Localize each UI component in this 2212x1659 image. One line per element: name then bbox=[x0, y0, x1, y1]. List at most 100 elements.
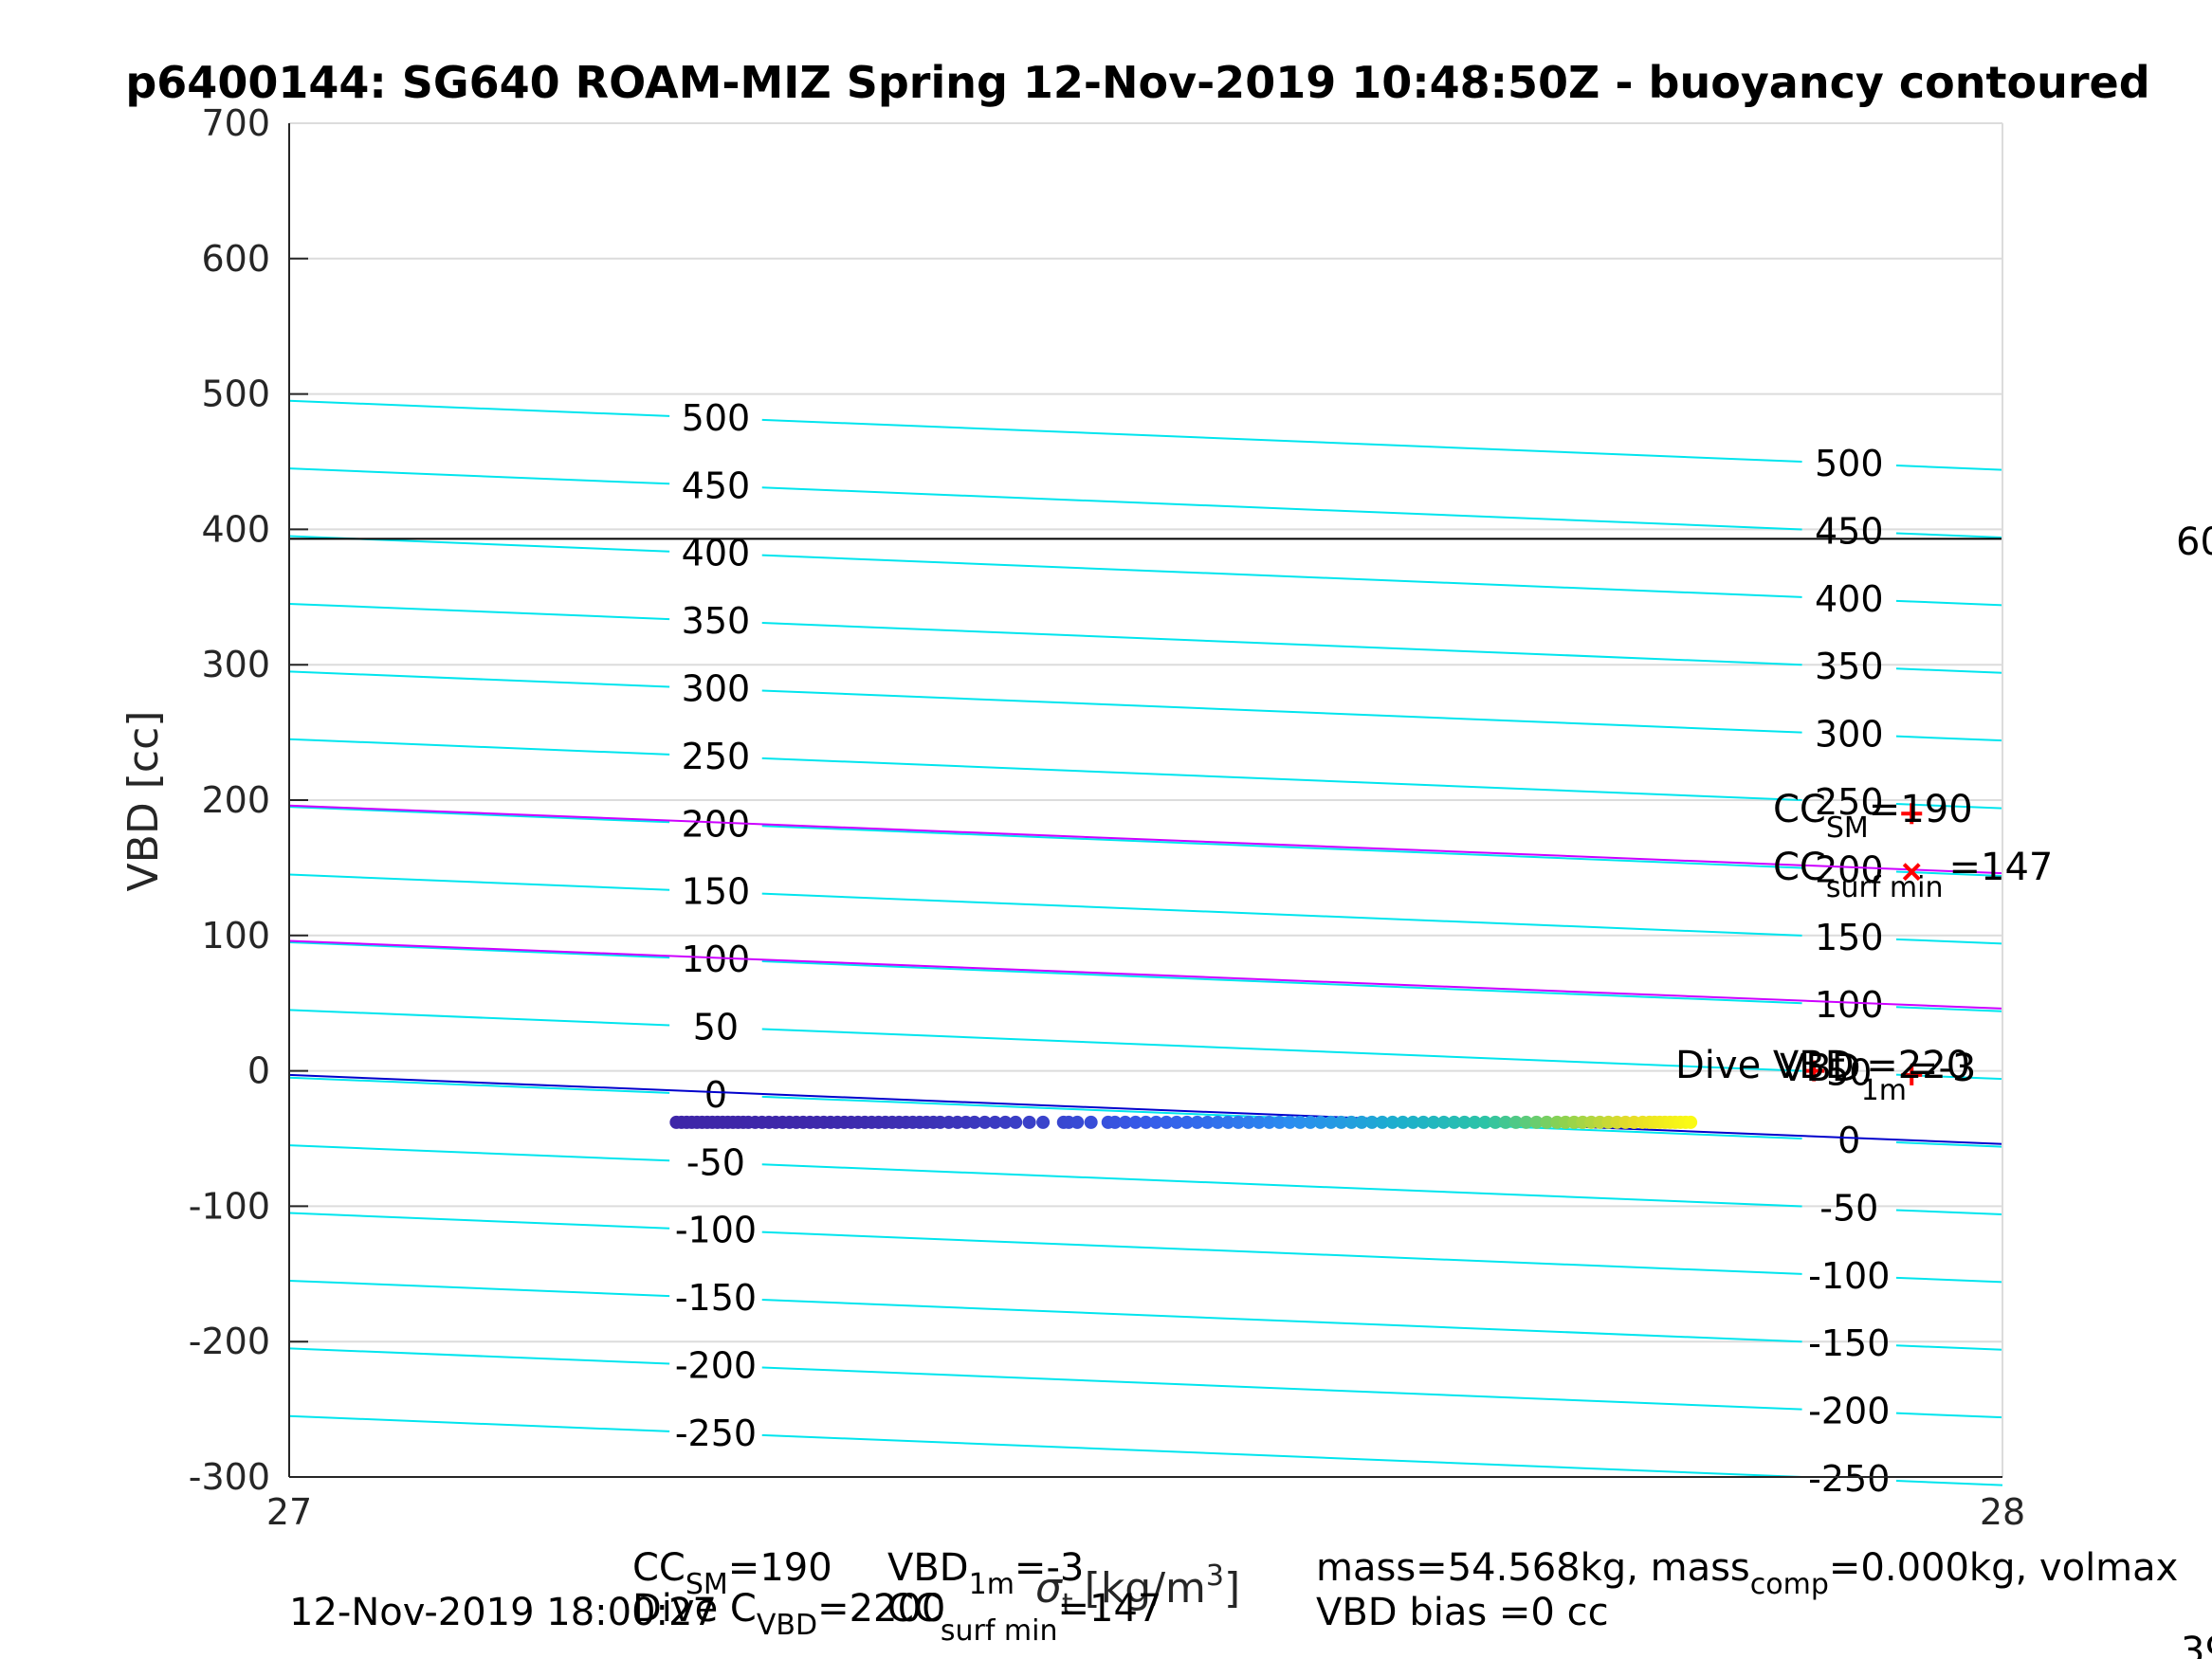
contour-line bbox=[288, 1414, 670, 1432]
dive-point bbox=[1417, 1115, 1431, 1129]
dive-point bbox=[1252, 1115, 1266, 1129]
dive-point bbox=[1149, 1115, 1163, 1129]
reference-line bbox=[288, 939, 2003, 1010]
contour-label: 500 bbox=[682, 397, 751, 439]
dive-point bbox=[1519, 1115, 1533, 1129]
contour-line bbox=[1895, 667, 2003, 674]
contour-line bbox=[288, 1144, 670, 1162]
contour-line bbox=[1895, 465, 2003, 471]
dive-point bbox=[1107, 1115, 1122, 1129]
contour-label: -50 bbox=[686, 1141, 745, 1183]
contour-label: -100 bbox=[1808, 1255, 1890, 1297]
y-tick-label: 0 bbox=[247, 1050, 270, 1092]
contour-label: 50 bbox=[1826, 1052, 1872, 1094]
dive-point bbox=[1070, 1115, 1085, 1129]
contour-label: -150 bbox=[675, 1277, 757, 1319]
dive-point bbox=[1468, 1115, 1482, 1129]
contour-label: 150 bbox=[1815, 917, 1884, 958]
contour-line bbox=[288, 1212, 670, 1230]
grid bbox=[289, 122, 2002, 1478]
contour-line bbox=[1895, 803, 2003, 810]
footer-dive-c-vbd: Dive CVBD=2200 bbox=[632, 1587, 945, 1642]
contour-label: -200 bbox=[675, 1344, 757, 1386]
footer-vbd-1m: VBD1m=-3 bbox=[887, 1546, 1084, 1601]
dive-point bbox=[1406, 1115, 1420, 1129]
contour-label: 0 bbox=[1837, 1120, 1860, 1161]
contour-line bbox=[761, 418, 1802, 464]
dive-point bbox=[1009, 1115, 1023, 1129]
footer-cc-surf-min: CCsurf min=147 bbox=[887, 1587, 1161, 1648]
contour-line bbox=[288, 738, 670, 756]
dive-point bbox=[1036, 1115, 1051, 1129]
dive-point bbox=[1211, 1115, 1225, 1129]
contour-label: 250 bbox=[682, 736, 751, 777]
plus-marker bbox=[1803, 1060, 1825, 1082]
contour-label: 350 bbox=[1815, 646, 1884, 687]
contour-line bbox=[288, 806, 670, 824]
buoyancy-contours: -250 -250 -200 -200 -150 -150 -100 -100 -50 -50 0 0… bbox=[288, 397, 2003, 1500]
x-tick-label: 28 bbox=[1980, 1491, 2025, 1533]
contour-line bbox=[288, 467, 670, 485]
contour-label: 500 bbox=[1815, 443, 1884, 484]
contour-label: -100 bbox=[675, 1210, 757, 1251]
reference-lines bbox=[288, 538, 2003, 1145]
x-axis-label: σt [kg/m3] bbox=[1035, 1559, 1240, 1621]
dive-point bbox=[1293, 1115, 1307, 1129]
contour-line bbox=[761, 892, 1802, 937]
dive-point bbox=[1241, 1115, 1255, 1129]
cross-marker bbox=[1902, 863, 1921, 882]
reference-line bbox=[288, 1073, 2003, 1145]
y-tick-label: 400 bbox=[201, 508, 270, 550]
dive-point bbox=[1128, 1115, 1143, 1129]
contour-line bbox=[288, 399, 670, 417]
dive-point bbox=[1232, 1115, 1246, 1129]
contour-label: -150 bbox=[1808, 1322, 1890, 1364]
contour-label: 300 bbox=[682, 667, 751, 709]
contour-label: 50 bbox=[693, 1006, 739, 1048]
contour-label: 450 bbox=[682, 465, 751, 506]
axes bbox=[288, 122, 2003, 1478]
y-tick-label: 500 bbox=[201, 374, 270, 415]
y-tick-label: 100 bbox=[201, 915, 270, 957]
dive-point bbox=[1540, 1115, 1554, 1129]
annotation-dive-vbd: Dive VBD =220 bbox=[1675, 1044, 1970, 1087]
footer-vbd-bias: VBD bias =0 cc bbox=[1316, 1591, 1609, 1634]
dive-point bbox=[1344, 1115, 1359, 1129]
dive-point bbox=[1334, 1115, 1348, 1129]
contour-line bbox=[1895, 532, 2003, 538]
contour-line bbox=[761, 622, 1802, 666]
contour-line bbox=[1895, 1141, 2003, 1148]
dive-point bbox=[1447, 1115, 1461, 1129]
dive-point bbox=[1179, 1115, 1194, 1129]
dive-point bbox=[967, 1115, 981, 1129]
contour-line bbox=[288, 670, 670, 688]
annotation-right-edge-top: 60 bbox=[2176, 520, 2212, 564]
markers bbox=[1803, 803, 1923, 1085]
y-tick-label: 600 bbox=[201, 238, 270, 280]
reference-line bbox=[288, 804, 2003, 875]
contour-line bbox=[761, 757, 1802, 802]
dive-point bbox=[1457, 1115, 1472, 1129]
y-tick-label: -100 bbox=[189, 1185, 270, 1227]
dive-point bbox=[978, 1115, 992, 1129]
annotation-right-edge-bottom: 39 bbox=[2181, 1630, 2212, 1659]
dive-point bbox=[1022, 1115, 1036, 1129]
dive-point bbox=[1684, 1115, 1698, 1129]
dive-point bbox=[1118, 1115, 1132, 1129]
y-tick-label: -200 bbox=[189, 1321, 270, 1362]
contour-line bbox=[1895, 1344, 2003, 1351]
dive-point bbox=[1170, 1115, 1184, 1129]
footer-mass: mass=54.568kg, masscomp=0.000kg, volmax bbox=[1316, 1546, 2178, 1601]
contour-label: 400 bbox=[1815, 578, 1884, 620]
annotation-cc-sm: CCSM=190 bbox=[1773, 788, 1973, 845]
contour-label: 150 bbox=[682, 871, 751, 913]
chart-title: p6400144: SG640 ROAM-MIZ Spring 12-Nov-2… bbox=[125, 57, 2149, 108]
contour-line bbox=[761, 1163, 1802, 1208]
dive-point bbox=[1283, 1115, 1297, 1129]
marker-stroke bbox=[1902, 863, 1921, 882]
contour-line bbox=[288, 1009, 670, 1027]
y-tick-label: -300 bbox=[189, 1456, 270, 1498]
dive-point bbox=[1436, 1115, 1451, 1129]
dive-point bbox=[1200, 1115, 1215, 1129]
contour-label: -200 bbox=[1808, 1391, 1890, 1432]
